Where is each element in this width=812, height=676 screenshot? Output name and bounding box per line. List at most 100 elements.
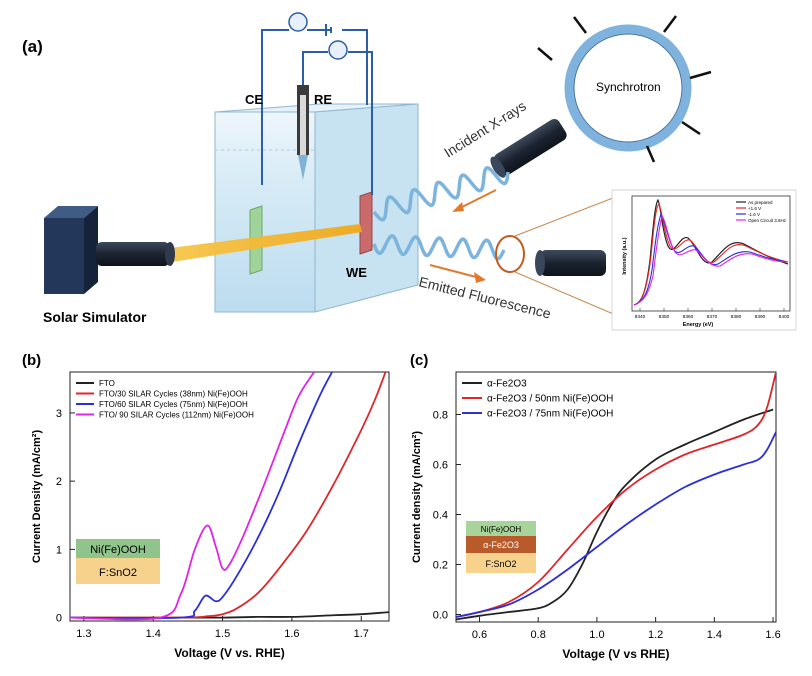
emitted-fluorescence-label: Emitted Fluorescence [417,273,552,321]
emitted-fluorescence-wave [372,234,506,261]
ammeter-icon [288,12,308,32]
stack-c-fto-label: F:SnO2 [485,559,516,569]
we-label: WE [346,265,367,280]
stack-c-fto-layer [466,553,536,573]
panel-b-chart: (b) 1.3 1.4 1.5 1.6 1.7 0 1 2 3 Voltage (V vs. RH… [22,352,390,660]
y-tick-label: 0.6 [433,460,448,472]
synchrotron-ring [537,15,712,163]
inset-trace-minus16 [633,212,789,306]
legend-label: FTO [99,379,115,388]
ce-label: CE [245,92,263,107]
inset-y-axis-label: Intensity (a.u.) [622,237,628,274]
legend-label: FTO/ 90 SILAR Cycles (112nm) Ni(Fe)OOH [99,410,254,419]
legend-label: FTO/60 SILAR Cycles (75nm) Ni(Fe)OOH [99,400,248,409]
x-tick-label: 1.5 [215,628,230,640]
panel-b-label: (b) [22,352,41,369]
inset-x-tick-label: 8360 [683,314,694,320]
y-tick-label: 0 [56,613,62,625]
inset-plot-frame [631,195,791,312]
y-tick-label: 3 [56,408,62,420]
series-line-2 [456,372,776,618]
stack-c-fe2o3-label: α-Fe2O3 [483,540,519,550]
series-line-3 [70,372,333,619]
inset-trace-plus16 [633,203,789,306]
y-axis-label: Current density (mA/cm²) [411,431,423,563]
stack-c-fe2o3-layer [466,536,536,553]
panel-c-label: (c) [410,352,428,369]
stack-b-fto-layer [76,558,160,584]
x-tick-label: 1.6 [765,629,780,641]
chart-c-plot: 0.6 0.8 1.0 1.2 1.4 1.6 0.0 0.2 0.4 0.6 0.8 Voltage… [411,371,781,661]
inset-x-axis-label: Energy (eV) [683,322,714,328]
panel-a-label: (a) [22,37,43,56]
legend-label: FTO/30 SILAR Cycles (38nm) Ni(Fe)OOH [99,389,248,398]
working-electrode-plate [359,191,373,255]
stack-b-fto-label: F:SnO2 [99,567,137,579]
series-lines [70,372,389,621]
incident-xray-wave [372,165,510,222]
inset-legend-label: +1.6 V [748,206,761,211]
inset-legend-label: As prepared [748,200,773,205]
light-beam [170,224,362,262]
zoom-line-bottom [514,271,619,317]
stack-b-nifeooh-label: Ni(Fe)OOH [90,544,146,556]
plot-frame [455,371,777,623]
x-tick-label: 1.2 [648,629,663,641]
x-axis-label: Voltage (V vs. RHE) [174,646,284,660]
circuit-wiring [261,24,373,195]
stack-c-nifeooh-layer [466,521,536,536]
x-tick-label: 1.7 [354,628,369,640]
inset-legend-label: -1.6 V [748,212,760,217]
inset-x-tick-label: 8350 [659,314,670,320]
x-tick-label: 1.0 [589,629,604,641]
legend-label: α-Fe2O3 / 50nm Ni(Fe)OOH [487,394,613,405]
x-tick-label: 1.3 [76,628,91,640]
series-line-4 [70,372,315,621]
synchrotron-label: Synchrotron [596,80,661,94]
inset-trace-open-circuit [633,214,789,306]
emitted-arrowhead [474,272,486,283]
solar-simulator-label: Solar Simulator [43,309,147,325]
reference-electrode [297,85,309,180]
y-tick-label: 0.2 [433,560,448,572]
inset-x-tick-label: 8390 [755,314,766,320]
plot-frame [69,371,390,622]
legend-label: α-Fe2O3 / 75nm Ni(Fe)OOH [487,409,613,420]
solar-simulator [44,206,175,294]
layer-stack-b: Ni(Fe)OOH F:SnO2 [76,539,160,584]
inset-x-tick-label: 8380 [731,314,742,320]
y-tick-label: 0.0 [433,610,448,622]
voltmeter-icon [328,40,348,60]
x-tick-label: 1.6 [284,628,299,640]
detector-aperture-ring [495,235,525,273]
stack-b-nifeooh-layer [76,539,160,558]
y-axis-label: Current Density (mA/cm²) [31,430,43,564]
incident-arrowhead [452,202,464,212]
y-tick-label: 0.8 [433,410,448,422]
x-axis-label: Voltage (V vs RHE) [562,647,669,661]
inset-trace-as-prepared [633,198,789,306]
x-tick-label: 1.4 [707,629,722,641]
series-lines [456,372,776,621]
y-tick-label: 1 [56,544,62,556]
y-tick-label: 0.4 [433,510,448,522]
legend: α-Fe2O3 α-Fe2O3 / 50nm Ni(Fe)OOH α-Fe2O3 /… [462,379,613,420]
inset-ticks: 8340 8350 8360 8370 8380 8390 8400 [635,308,790,320]
panel-c-chart: (c) 0.6 0.8 1.0 1.2 1.4 1.6 0.0 0.2 0.4 0.6 0.8 Vol… [410,352,781,661]
fluorescence-detector [535,250,606,276]
series-line-2 [70,372,387,619]
incident-beamline [490,119,567,178]
x-tick-label: 1.4 [146,628,161,640]
inset-x-tick-label: 8370 [707,314,718,320]
series-line-3 [456,431,776,618]
emitted-arrow [429,264,481,279]
inset-x-tick-label: 8400 [779,314,790,320]
layer-stack-c: Ni(Fe)OOH α-Fe2O3 F:SnO2 [466,521,536,573]
x-tick-label: 0.8 [531,629,546,641]
inset-x-tick-label: 8340 [635,314,646,320]
panel-a-schematic: (a) CE RE [22,12,797,331]
zoom-line-top [514,195,619,237]
